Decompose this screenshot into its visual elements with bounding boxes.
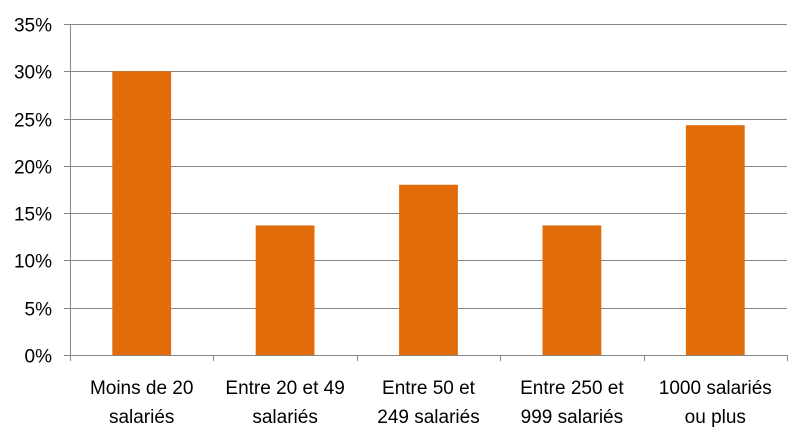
x-category-label: 1000 salariés [659, 378, 772, 399]
bar [255, 225, 315, 355]
bar [542, 225, 602, 355]
y-tick-label: 25% [14, 111, 52, 132]
bars [112, 71, 745, 356]
y-tick-label: 15% [14, 205, 52, 226]
x-category-label: Entre 20 et 49 [225, 378, 344, 399]
x-category-label: Entre 50 et [382, 378, 476, 399]
y-tick-label: 10% [14, 252, 52, 273]
x-category-label: salariés [109, 407, 174, 428]
bar [685, 125, 745, 355]
x-category-label: 999 salariés [521, 407, 623, 428]
y-tick-label: 30% [14, 63, 52, 84]
y-tick-label: 0% [25, 347, 53, 368]
x-category-labels: Moins de 20 salariés Entre 20 et 49 salarié… [90, 378, 772, 428]
x-category-label: Moins de 20 [90, 378, 194, 399]
axes [64, 24, 788, 361]
y-tick-labels: 0% 5% 10% 15% 20% 25% 30% 35% [14, 16, 52, 368]
y-tick-label: 20% [14, 158, 52, 179]
bar [112, 71, 172, 356]
bar [399, 184, 458, 355]
x-category-label: ou plus [685, 407, 746, 428]
y-tick-label: 5% [25, 300, 53, 321]
x-category-label: 249 salariés [377, 407, 479, 428]
y-tick-label: 35% [14, 16, 52, 37]
x-category-label: salariés [252, 407, 317, 428]
x-category-label: Entre 250 et [520, 378, 624, 399]
